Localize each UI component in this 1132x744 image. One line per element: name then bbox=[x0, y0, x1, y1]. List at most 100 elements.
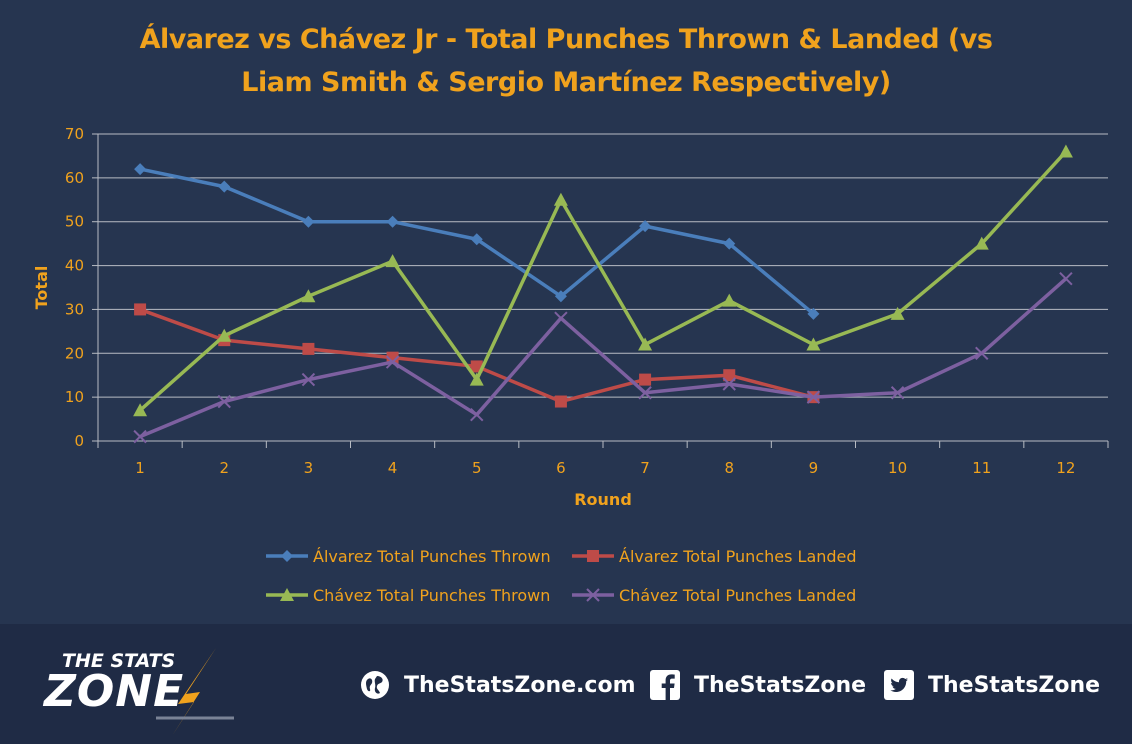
x-tick-label: 3 bbox=[304, 459, 314, 477]
x-tick-label: 1 bbox=[135, 459, 145, 477]
x-tick-label: 12 bbox=[1056, 459, 1075, 477]
series-1 bbox=[134, 163, 820, 320]
data-point bbox=[301, 372, 316, 387]
data-point bbox=[722, 377, 736, 391]
legend-marker bbox=[281, 550, 293, 562]
facebook-link[interactable]: TheStatsZone bbox=[650, 668, 866, 702]
twitter-link[interactable]: TheStatsZone bbox=[884, 668, 1100, 702]
stats-zone-logo: THE STATS ZONE bbox=[44, 644, 244, 734]
marker-stroke bbox=[638, 386, 652, 400]
data-point bbox=[386, 215, 399, 228]
x-tick-label: 8 bbox=[724, 459, 734, 477]
data-point bbox=[133, 403, 148, 417]
data-point bbox=[470, 407, 484, 422]
marker-stroke bbox=[554, 311, 568, 325]
series-2 bbox=[134, 303, 820, 408]
twitter-icon bbox=[884, 670, 914, 700]
data-point bbox=[806, 390, 821, 404]
data-point bbox=[385, 355, 400, 369]
data-point bbox=[554, 311, 568, 325]
x-tick-label: 10 bbox=[888, 459, 907, 477]
globe-icon bbox=[360, 670, 390, 700]
data-point bbox=[133, 429, 147, 444]
marker-stroke bbox=[301, 372, 316, 387]
facebook-text: TheStatsZone bbox=[694, 672, 867, 698]
data-point bbox=[638, 386, 652, 400]
y-tick-label: 30 bbox=[65, 300, 84, 318]
footer: THE STATS ZONE TheStatsZone.com TheStats… bbox=[0, 624, 1132, 744]
facebook-icon bbox=[650, 670, 680, 700]
x-tick-label: 7 bbox=[640, 459, 650, 477]
marker-stroke bbox=[470, 407, 484, 422]
legend-label: Chávez Total Punches Landed bbox=[619, 586, 856, 605]
series-4 bbox=[133, 272, 1073, 444]
series-3 bbox=[133, 144, 1073, 417]
data-point bbox=[806, 337, 821, 351]
data-point bbox=[974, 236, 989, 250]
legend-marker bbox=[587, 550, 599, 562]
x-tick-label: 5 bbox=[472, 459, 482, 477]
y-tick-label: 60 bbox=[65, 169, 84, 187]
data-point bbox=[1059, 272, 1073, 286]
data-point bbox=[723, 369, 736, 382]
marker-stroke bbox=[806, 390, 821, 404]
series-line bbox=[138, 150, 1068, 412]
website-link[interactable]: TheStatsZone.com bbox=[360, 668, 636, 702]
marker-stroke bbox=[722, 377, 736, 391]
legend-label: Álvarez Total Punches Landed bbox=[619, 547, 857, 566]
chart-title-line-1: Álvarez vs Chávez Jr - Total Punches Thr… bbox=[139, 24, 993, 55]
logo-bolt-icon bbox=[156, 648, 234, 734]
marker-stroke bbox=[1059, 272, 1073, 286]
data-point bbox=[470, 233, 483, 246]
marker-stroke bbox=[385, 355, 400, 369]
data-point bbox=[639, 220, 652, 233]
data-point bbox=[385, 254, 400, 268]
data-point bbox=[218, 180, 231, 193]
data-point bbox=[386, 351, 399, 364]
series-line bbox=[139, 307, 814, 404]
data-point bbox=[890, 386, 905, 400]
marker-stroke bbox=[217, 394, 231, 409]
website-text: TheStatsZone.com bbox=[404, 672, 636, 698]
data-point bbox=[302, 215, 315, 228]
legend-entry-3: Chávez Total Punches Thrown bbox=[266, 586, 550, 605]
data-point bbox=[975, 346, 989, 360]
data-point bbox=[1058, 144, 1073, 158]
data-point bbox=[807, 307, 820, 320]
series-line bbox=[139, 277, 1068, 439]
data-point bbox=[554, 290, 567, 303]
x-tick-label: 11 bbox=[972, 459, 991, 477]
legend-entry-1: Álvarez Total Punches Thrown bbox=[266, 547, 551, 566]
x-tick-label: 2 bbox=[219, 459, 229, 477]
data-point bbox=[302, 342, 315, 355]
data-point bbox=[217, 394, 231, 409]
y-tick-label: 70 bbox=[65, 125, 84, 143]
data-point bbox=[554, 395, 567, 408]
legend-marker bbox=[586, 588, 600, 602]
marker-stroke bbox=[586, 588, 600, 602]
chart-title-line-2: Liam Smith & Sergio Martínez Respectivel… bbox=[241, 67, 891, 98]
logo-text-top: THE STATS bbox=[62, 650, 176, 672]
y-tick-label: 20 bbox=[65, 344, 84, 362]
data-point bbox=[217, 328, 232, 342]
x-tick-label: 9 bbox=[809, 459, 819, 477]
data-point bbox=[638, 337, 653, 351]
data-point bbox=[723, 237, 736, 250]
data-point bbox=[469, 372, 484, 386]
data-point bbox=[134, 163, 147, 176]
chart-title: Álvarez vs Chávez Jr - Total Punches Thr… bbox=[60, 18, 1072, 104]
y-tick-label: 0 bbox=[74, 432, 84, 450]
legend-label: Álvarez Total Punches Thrown bbox=[313, 547, 551, 566]
data-point bbox=[301, 289, 316, 303]
data-point bbox=[722, 293, 737, 307]
y-tick-label: 40 bbox=[65, 257, 84, 275]
marker-stroke bbox=[975, 346, 989, 360]
y-tick-label: 50 bbox=[65, 213, 84, 231]
x-tick-label: 4 bbox=[388, 459, 398, 477]
y-tick-label: 10 bbox=[65, 388, 84, 406]
twitter-text: TheStatsZone bbox=[928, 672, 1101, 698]
legend-marker bbox=[280, 588, 294, 601]
y-axis-title: Total bbox=[32, 266, 51, 310]
data-point bbox=[639, 373, 652, 386]
